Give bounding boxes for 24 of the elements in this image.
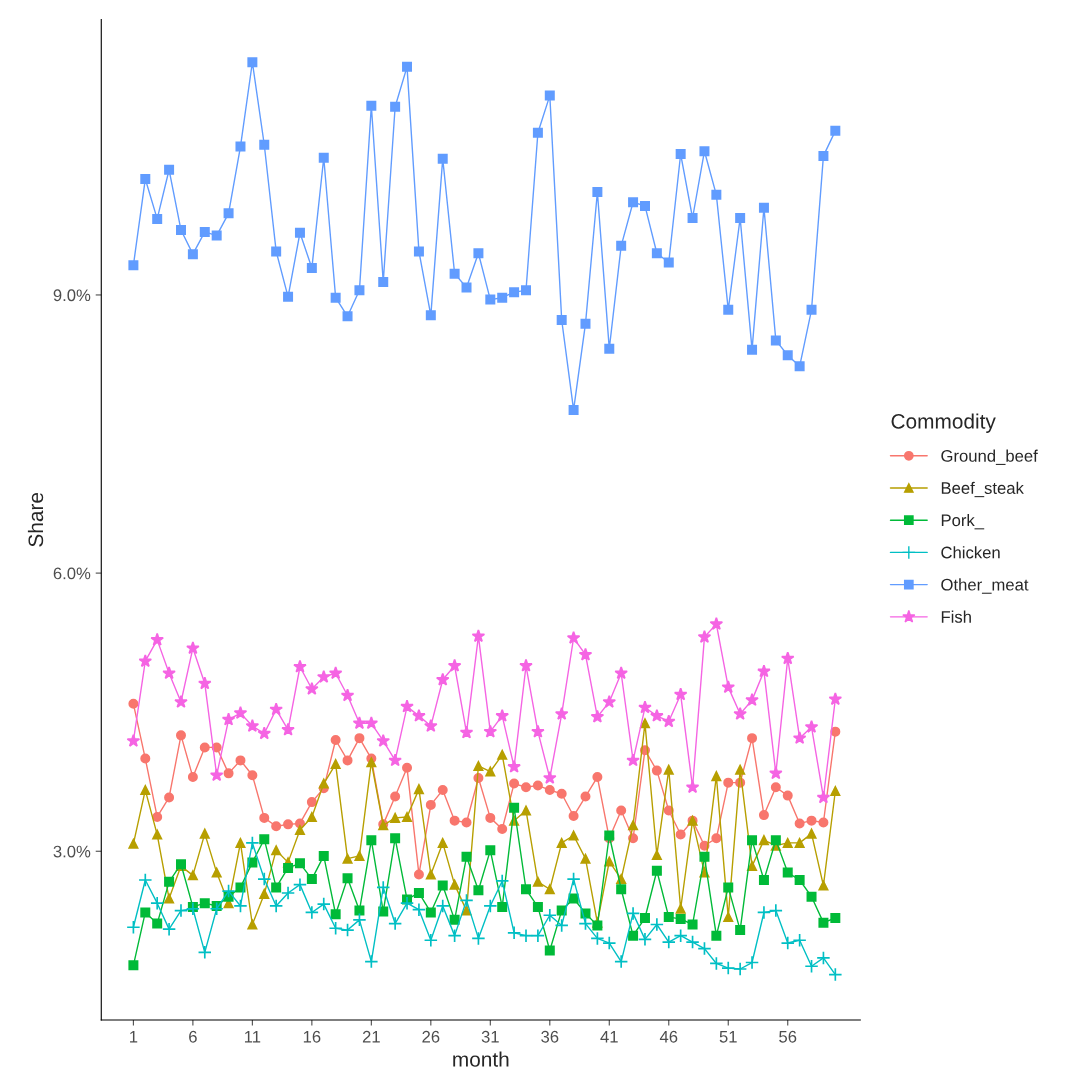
legend-title: Commodity xyxy=(891,413,996,433)
y-tick-label: 3.0% xyxy=(53,845,91,858)
y-tick-label: 6.0% xyxy=(53,567,91,580)
x-tick-label: 31 xyxy=(481,1030,499,1043)
legend-label: Chicken xyxy=(941,546,1000,559)
y-axis-title: Share xyxy=(27,492,44,547)
x-tick-label: 56 xyxy=(779,1030,797,1043)
legend-label: Ground_beef xyxy=(941,449,1038,465)
y-tick-label: 9.0% xyxy=(53,289,91,302)
x-tick-label: 41 xyxy=(600,1031,618,1043)
x-tick-label: 36 xyxy=(541,1030,559,1043)
x-tick-label: 11 xyxy=(244,1031,261,1043)
legend-label: Beef_steak xyxy=(941,481,1024,498)
legend-label: Fish xyxy=(941,610,971,623)
x-tick-label: 6 xyxy=(189,1030,197,1043)
x-axis-title: month xyxy=(453,1051,509,1067)
x-tick-label: 16 xyxy=(303,1030,321,1043)
x-tick-label: 1 xyxy=(130,1031,138,1043)
x-tick-label: 51 xyxy=(719,1031,737,1043)
legend-label: Other_meat xyxy=(941,578,1029,594)
x-tick-label: 26 xyxy=(422,1030,440,1043)
x-tick-label: 21 xyxy=(362,1030,380,1043)
x-tick-label: 46 xyxy=(659,1030,678,1043)
legend-label: Pork_ xyxy=(941,513,985,530)
